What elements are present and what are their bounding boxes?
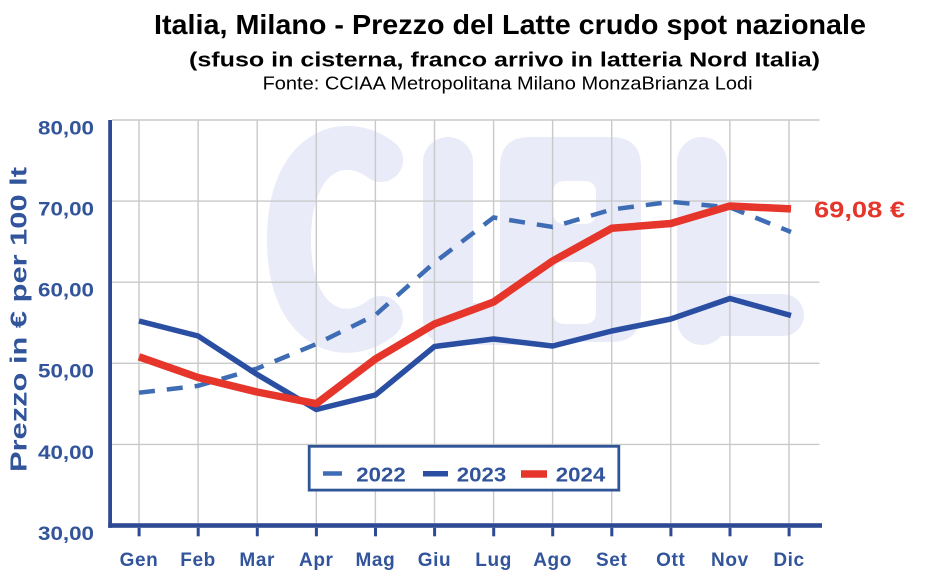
svg-text:Feb: Feb	[180, 550, 216, 571]
svg-text:Gen: Gen	[120, 550, 159, 571]
svg-text:Giu: Giu	[418, 550, 451, 571]
svg-text:69,08 €: 69,08 €	[814, 197, 905, 223]
svg-text:Prezzo in € per 100 lt: Prezzo in € per 100 lt	[6, 167, 32, 472]
svg-text:Fonte: CCIAA Metropolitana Mil: Fonte: CCIAA Metropolitana Milano MonzaB…	[263, 73, 753, 94]
svg-text:(sfuso in cisterna, franco arr: (sfuso in cisterna, franco arrivo in lat…	[189, 50, 820, 72]
svg-text:Nov: Nov	[711, 550, 749, 571]
svg-text:Apr: Apr	[299, 550, 334, 571]
svg-text:Dic: Dic	[773, 550, 804, 571]
svg-text:80,00: 80,00	[38, 118, 94, 139]
svg-text:70,00: 70,00	[38, 200, 94, 221]
svg-text:Mar: Mar	[239, 550, 275, 571]
svg-text:2024: 2024	[556, 464, 606, 486]
svg-text:Set: Set	[596, 550, 627, 571]
svg-text:30,00: 30,00	[38, 524, 94, 545]
svg-text:40,00: 40,00	[38, 443, 94, 464]
svg-text:2023: 2023	[457, 464, 507, 486]
svg-text:Ago: Ago	[533, 550, 572, 571]
svg-text:Ott: Ott	[656, 550, 685, 571]
svg-text:50,00: 50,00	[38, 362, 94, 383]
svg-text:Italia, Milano - Prezzo del La: Italia, Milano - Prezzo del Latte crudo …	[154, 9, 866, 40]
svg-text:60,00: 60,00	[38, 281, 94, 302]
svg-text:Lug: Lug	[475, 550, 512, 571]
svg-text:2022: 2022	[356, 464, 406, 486]
svg-text:Mag: Mag	[355, 550, 395, 571]
